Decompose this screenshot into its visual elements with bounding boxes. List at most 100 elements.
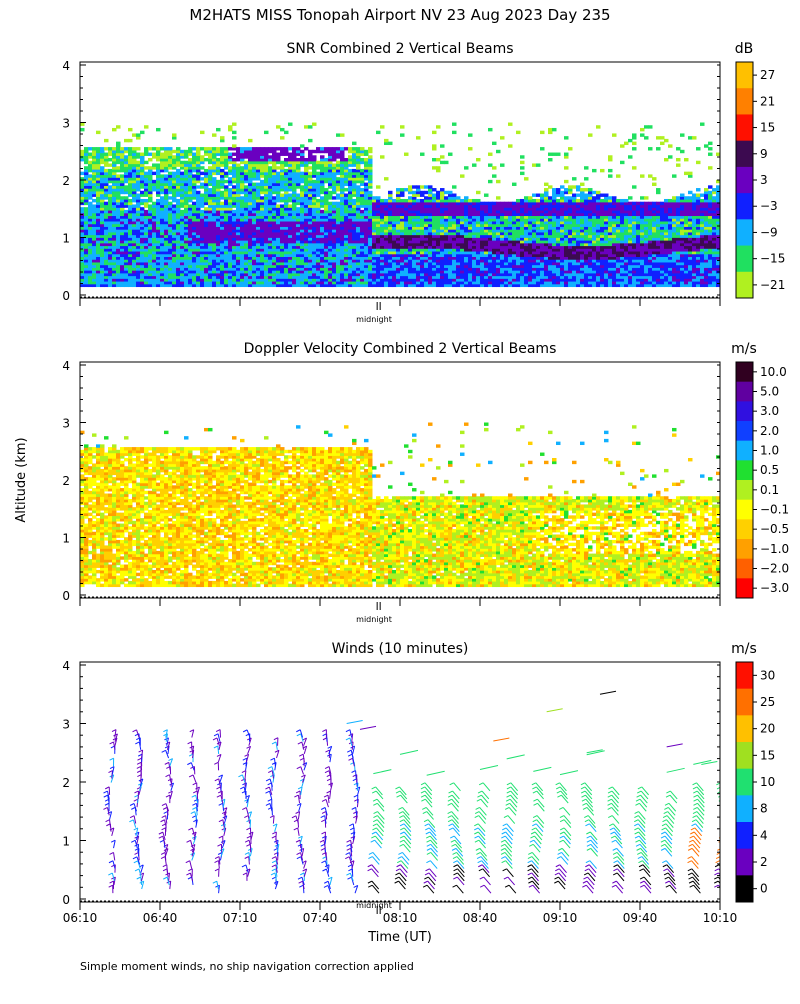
snr-cell	[92, 174, 97, 178]
snr-cell	[268, 242, 273, 247]
snr-cell	[504, 237, 509, 241]
snr-cell	[264, 212, 269, 217]
snr-cell	[296, 166, 301, 170]
snr-cell	[124, 226, 129, 230]
snr-cell	[292, 253, 297, 258]
snr-cell	[476, 204, 481, 208]
snr-cell	[452, 212, 457, 217]
snr-cell	[232, 256, 237, 260]
snr-cell	[224, 179, 229, 184]
snr-cell	[96, 163, 101, 167]
snr-cell	[448, 204, 453, 208]
snr-cell	[148, 212, 153, 217]
snr-cell	[344, 245, 349, 249]
snr-cell	[152, 188, 157, 192]
snr-cell	[432, 209, 437, 214]
snr-cell	[408, 261, 413, 266]
snr-cell	[208, 283, 213, 288]
snr-cell	[112, 218, 117, 222]
snr-cell	[224, 207, 229, 211]
snr-cell	[400, 226, 405, 230]
snr-cell	[488, 231, 493, 236]
snr-cell	[180, 237, 185, 241]
snr-cell	[440, 245, 445, 249]
snr-cell	[504, 223, 509, 227]
snr-cell	[316, 215, 321, 219]
snr-cell	[296, 272, 301, 277]
snr-cell	[144, 237, 149, 241]
snr-cell	[184, 179, 189, 184]
snr-cell	[320, 278, 325, 282]
snr-cell	[424, 215, 429, 219]
snr-cell	[352, 168, 357, 173]
snr-cell	[196, 245, 201, 249]
snr-cell	[280, 196, 285, 200]
snr-cell	[460, 278, 465, 282]
snr-cell	[212, 212, 217, 217]
snr-cell	[520, 220, 525, 225]
snr-cell	[304, 171, 309, 176]
snr-cell	[344, 239, 349, 244]
snr-cell	[300, 152, 305, 156]
snr-cell	[172, 283, 177, 288]
snr-cell	[416, 201, 421, 206]
snr-cell	[108, 218, 113, 222]
snr-cell	[416, 209, 421, 214]
snr-cell	[388, 242, 393, 247]
snr-cell	[452, 196, 457, 200]
snr-cell	[400, 223, 405, 227]
snr-cell	[256, 264, 261, 268]
snr-cell	[232, 229, 237, 233]
snr-cell	[236, 185, 241, 189]
snr-cell	[416, 220, 421, 225]
snr-cell	[292, 174, 297, 178]
snr-cell	[340, 198, 345, 203]
snr-cell	[312, 223, 317, 227]
snr-cell	[312, 193, 317, 197]
snr-cell	[272, 212, 277, 217]
snr-cell	[184, 204, 189, 208]
snr-cell	[404, 248, 409, 252]
snr-cell	[188, 269, 193, 274]
snr-cell	[112, 212, 117, 217]
snr-cell	[440, 201, 445, 206]
snr-cell	[324, 256, 329, 260]
snr-cell	[112, 182, 117, 186]
snr-cell	[120, 269, 125, 274]
snr-cell	[496, 278, 501, 282]
snr-cell	[128, 166, 133, 170]
snr-cell	[436, 204, 441, 208]
snr-cell	[212, 242, 217, 247]
snr-cell	[284, 259, 289, 263]
snr-cell	[296, 223, 301, 227]
snr-cell	[164, 280, 169, 285]
snr-cell	[444, 237, 449, 241]
snr-cell	[204, 278, 209, 282]
snr-cell	[328, 267, 333, 271]
snr-cell	[108, 280, 113, 285]
snr-cell	[336, 283, 341, 288]
snr-cell	[96, 229, 101, 233]
snr-cell	[164, 193, 169, 197]
snr-cell	[376, 278, 381, 282]
snr-cell	[116, 190, 121, 195]
snr-cell	[80, 182, 85, 186]
snr-cell	[376, 209, 381, 214]
snr-cell	[368, 147, 373, 151]
snr-cell	[472, 220, 477, 225]
snr-cell	[88, 188, 93, 192]
snr-cell	[420, 190, 425, 195]
snr-cell	[104, 155, 109, 159]
snr-cell	[384, 278, 389, 282]
snr-cell	[496, 275, 501, 279]
snr-cell	[464, 253, 469, 258]
snr-cell	[124, 163, 129, 167]
snr-cell	[320, 185, 325, 189]
snr-cell	[156, 215, 161, 219]
snr-cell	[404, 198, 409, 203]
snr-cell	[216, 215, 221, 219]
snr-cell	[240, 196, 245, 200]
snr-cell	[384, 234, 389, 238]
snr-cell	[460, 259, 465, 263]
snr-cell	[212, 259, 217, 263]
